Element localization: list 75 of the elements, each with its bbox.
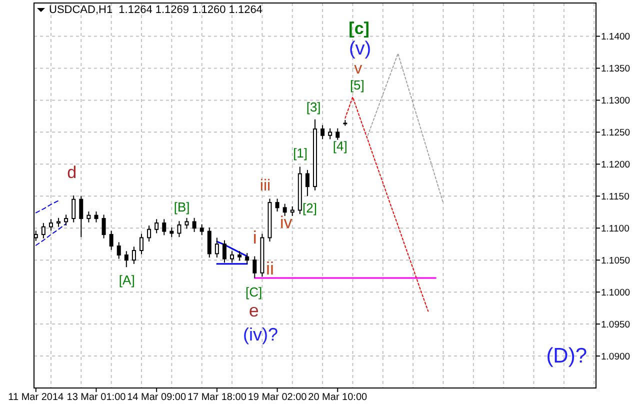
candlestick: [238, 250, 242, 262]
candlestick: [305, 169, 310, 197]
annotation: i: [252, 227, 257, 248]
candlestick: [170, 226, 174, 238]
annotation: [c]: [348, 18, 370, 38]
candlestick: [336, 128, 340, 140]
candlestick: [86, 210, 91, 223]
candlestick: [72, 195, 76, 223]
candlestick: [154, 218, 159, 234]
x-tick-label: 14 Mar 09:00: [127, 392, 186, 403]
candlestick: [139, 233, 144, 255]
annotation: e: [248, 300, 259, 320]
candlestick: [328, 128, 332, 140]
annotation: [5]: [350, 78, 364, 93]
annotation: [3]: [306, 100, 321, 115]
candlestick: [132, 246, 136, 264]
y-tick-label: 1.0950: [601, 319, 630, 330]
candlestick: [214, 237, 219, 258]
candlestick: [64, 214, 68, 226]
x-tick-label: 17 Mar 18:00: [187, 392, 247, 403]
candlestick: [79, 196, 84, 238]
y-tick-label: 1.1300: [601, 96, 630, 107]
annotation: [1]: [293, 146, 308, 161]
chart-title: USDCAD,H1 1.1264 1.1269 1.1260 1.1264: [49, 4, 262, 16]
candlestick: [230, 250, 234, 264]
annotation: [4]: [332, 138, 348, 154]
y-tick-label: 1.1350: [601, 64, 630, 75]
candlestick: [116, 242, 121, 260]
candlestick: [207, 226, 212, 258]
y-tick-label: 1.0900: [601, 351, 630, 362]
annotation: [B]: [174, 200, 190, 215]
y-tick-label: 1.1400: [601, 32, 630, 43]
y-tick-label: 1.1100: [601, 223, 630, 234]
line-series: [35, 200, 60, 214]
x-tick-label: 13 Mar 01:00: [66, 392, 126, 403]
candlestick: [147, 225, 152, 242]
annotation: (iv)?: [243, 324, 278, 344]
candlestick: [252, 256, 257, 278]
x-tick-label: 19 Mar 02:00: [248, 392, 308, 403]
y-tick-label: 1.1000: [601, 287, 630, 298]
annotation: iv: [280, 212, 293, 232]
annotation: (D)?: [546, 344, 588, 368]
candlestick: [124, 250, 128, 268]
candlestick: [275, 198, 280, 212]
candlestick: [48, 218, 53, 232]
candlestick: [184, 217, 189, 230]
annotation: v: [354, 60, 362, 78]
annotation: d: [67, 162, 77, 182]
annotation: [2]: [302, 200, 318, 216]
candlestick: [282, 203, 287, 216]
line-series: [35, 223, 67, 246]
y-tick-label: 1.1200: [601, 159, 630, 170]
candlestick: [162, 218, 166, 236]
annotation: ii: [266, 258, 274, 278]
candlestick: [290, 206, 294, 216]
candlestick: [177, 220, 182, 238]
candlestick: [102, 214, 106, 239]
y-tick-label: 1.1150: [601, 191, 630, 202]
y-tick-label: 1.1050: [601, 255, 630, 266]
x-tick-label: 20 Mar 10:00: [308, 392, 368, 403]
annotation: [C]: [246, 284, 262, 300]
candlestick: [245, 252, 250, 264]
candlestick: [109, 230, 114, 250]
y-tick-label: 1.1250: [601, 128, 630, 139]
candlestick: [222, 240, 226, 264]
annotation: (v): [348, 38, 372, 60]
candlestick: [200, 224, 204, 236]
annotation: [A]: [118, 272, 135, 288]
candlestick: [41, 222, 46, 239]
line-series: [344, 96, 429, 312]
candlestick: [192, 217, 196, 232]
x-tick-label: 11 Mar 2014: [8, 392, 64, 403]
candlestick: [320, 124, 325, 140]
annotation: iii: [260, 178, 271, 195]
candlestick: [94, 210, 98, 223]
